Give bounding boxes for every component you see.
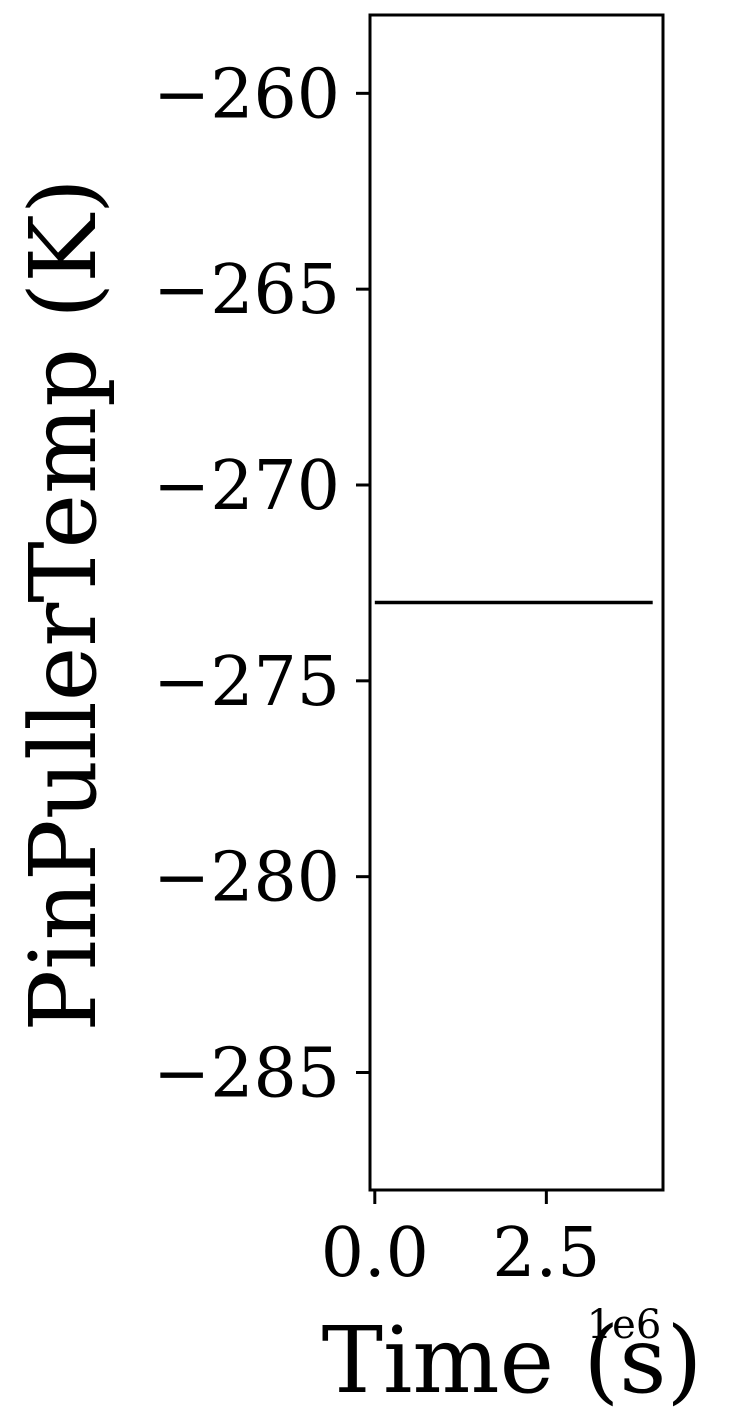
plot-frame [368,13,665,1192]
y-axis-ticks: −260 −265 −270 −275 −280 −285 [153,55,370,1114]
x-tick-label: 0.0 [321,1214,429,1293]
x-tick-label: 2.5 [492,1214,600,1293]
y-tick-label: −285 [153,1035,340,1114]
y-axis-label: PinPullerTemp (K) [10,178,117,1032]
x-axis-label: Time (s) [322,1307,703,1414]
y-tick-label: −265 [153,251,340,330]
y-tick-label: −260 [153,55,340,134]
x-axis-offset-label: 1e6 [587,1302,662,1348]
y-tick-label: −275 [153,643,340,722]
y-tick-label: −280 [153,839,340,918]
x-axis-ticks: 0.0 2.5 [321,1190,600,1293]
y-tick-label: −270 [153,447,340,526]
